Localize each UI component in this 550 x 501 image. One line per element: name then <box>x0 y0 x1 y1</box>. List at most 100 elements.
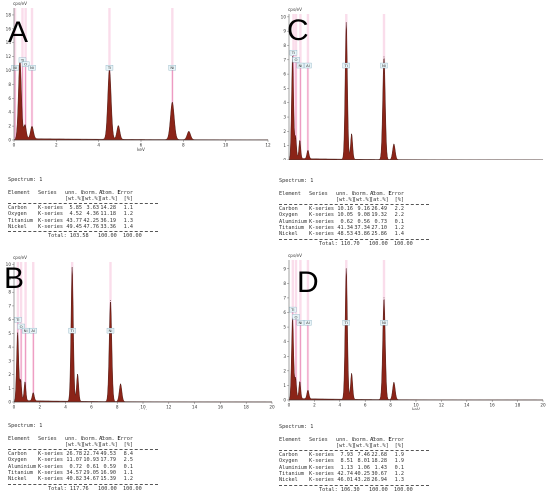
table-cell: Carbon <box>8 205 27 212</box>
table-total: Total: 117.76 100.00 100.00 <box>48 485 142 492</box>
divider <box>279 238 429 240</box>
table-cell: Oxygen <box>279 458 298 465</box>
table-cell: 46.01 <box>337 477 353 484</box>
x-tick-label: 14 <box>464 403 470 408</box>
peak-mark <box>71 267 73 268</box>
marker-label: Ti <box>107 65 111 70</box>
table-cell: K-series <box>38 217 63 224</box>
table-cell: Aluminium <box>279 218 308 225</box>
x-tick-label: 16 <box>490 403 496 408</box>
y-tick-label: 0 <box>283 398 286 403</box>
x-tick-label: 6 <box>364 403 367 408</box>
y-tick-label: 5 <box>283 325 286 330</box>
table-cell: 7.93 <box>340 452 354 459</box>
spectrum-title: Spectrum: 1 <box>8 177 43 183</box>
peak-mark <box>393 382 395 383</box>
table-row: Oxygen K-series 10.05 9.08 19.32 2.2 <box>279 212 429 218</box>
y-tick-label: 3 <box>8 358 11 363</box>
result-table: Spectrum: 1 Element Series unn. C [wt.%] no… <box>279 178 429 247</box>
spectrum-chart: cps/eV01234567891002468101214161820keVTi… <box>281 7 544 160</box>
table-cell: 1.1 <box>123 470 133 477</box>
table-cell: 10.16 <box>337 206 353 213</box>
table-cell: 41.34 <box>337 225 353 232</box>
y-tick-label: 14 <box>6 40 12 45</box>
marker-label: Al <box>306 320 310 325</box>
marker-label: O <box>24 62 27 67</box>
table-row: Aluminium K-series 0.62 0.56 0.73 0.1 <box>279 219 429 225</box>
marker-label: O <box>20 324 23 329</box>
header-cell: Error [%] <box>388 436 404 449</box>
y-tick-label: 3 <box>283 354 286 359</box>
y-tick-label: 7 <box>283 57 286 62</box>
peak-mark <box>171 102 173 103</box>
table-header: Element Series unn. C [wt.%] norm. C [wt.%]… <box>279 191 429 204</box>
y-axis-label: cps/eV <box>288 253 302 258</box>
header-cell: Series <box>309 436 328 443</box>
marker-label-box <box>292 314 300 320</box>
table-cell: 25.86 <box>371 231 387 238</box>
x-tick-label: 10 <box>223 143 229 148</box>
divider <box>279 204 429 206</box>
peak-mark <box>307 390 309 392</box>
table-cell: Carbon <box>279 452 298 459</box>
table-cell: 4.52 <box>69 211 83 218</box>
y-tick-label: 9 <box>8 276 11 281</box>
table-total: Total: 103.58 100.00 100.00 <box>48 233 142 240</box>
table-cell: 33.36 <box>100 224 116 231</box>
marker-label: Ni <box>109 328 113 333</box>
x-tick-label: 6 <box>140 143 143 148</box>
marker-label: Ni <box>382 320 386 325</box>
table-cell: 11.07 <box>66 457 82 464</box>
y-tick-label: 4 <box>283 100 286 105</box>
header-cell: Error [%] <box>117 189 133 202</box>
marker-label: Al <box>306 63 310 68</box>
y-tick-label: 9 <box>283 29 286 34</box>
peak-mark <box>120 383 121 385</box>
table-cell: Aluminium <box>279 464 308 471</box>
table-cell: Carbon <box>279 206 298 213</box>
table-cell: 4.36 <box>86 211 100 218</box>
marker-label-box <box>342 320 350 326</box>
table-cell: K-series <box>38 211 63 218</box>
x-axis-label: keV <box>137 147 145 152</box>
table-row: Carbon K-series 5.85 3.63 14.28 1.1 <box>8 205 158 211</box>
table-cell: 1.1 <box>123 205 133 212</box>
header-cell: unn. C [wt.%] <box>65 189 84 202</box>
table-cell: 37.34 <box>354 225 370 232</box>
table-cell: 1.2 <box>123 211 133 218</box>
y-tick-label: 12 <box>6 54 12 59</box>
table-cell: 14.28 <box>100 205 116 212</box>
marker-label: O <box>294 57 297 62</box>
table-cell: 40.25 <box>354 471 370 478</box>
header-cell: norm. C [wt.%] <box>353 190 375 203</box>
table-cell: Nickel <box>279 477 298 484</box>
peak-mark <box>32 393 34 395</box>
table-row: Nickel K-series 40.82 34.67 15.39 1.2 <box>8 476 158 482</box>
divider <box>8 483 158 485</box>
table-cell: 34.57 <box>66 470 82 477</box>
y-tick-label: 8 <box>283 281 286 286</box>
table-cell: 2.5 <box>123 457 133 464</box>
peak-mark <box>17 332 19 334</box>
table-row: Aluminium K-series 1.13 1.06 1.43 0.1 <box>279 465 429 471</box>
marker-label-box <box>168 65 176 71</box>
spectrum-title: Spectrum: 1 <box>8 423 43 429</box>
peak-mark <box>31 127 33 128</box>
table-row: Titanium K-series 34.57 29.05 16.90 1.1 <box>8 470 158 476</box>
spectrum-area <box>13 58 269 141</box>
x-tick-label: 8 <box>389 403 392 408</box>
peak-mark <box>299 140 301 142</box>
header-cell: Atom. C [at.%] <box>370 436 392 449</box>
marker-label-box <box>304 320 312 326</box>
table-cell: 3.63 <box>86 205 100 212</box>
table-cell: K-series <box>38 470 63 477</box>
y-tick-label: 4 <box>8 345 11 350</box>
marker-label-box <box>68 327 76 334</box>
marker-label: Ni <box>382 63 386 68</box>
table-cell: 0.73 <box>374 218 388 225</box>
table-cell: 16.90 <box>100 470 116 477</box>
marker-label: Ti <box>15 317 19 322</box>
spectrum-chart: cps/eV01234567891002468101214161820keVTi… <box>6 255 275 410</box>
table-cell: 34.67 <box>83 476 99 483</box>
y-tick-label: 8 <box>283 43 286 48</box>
